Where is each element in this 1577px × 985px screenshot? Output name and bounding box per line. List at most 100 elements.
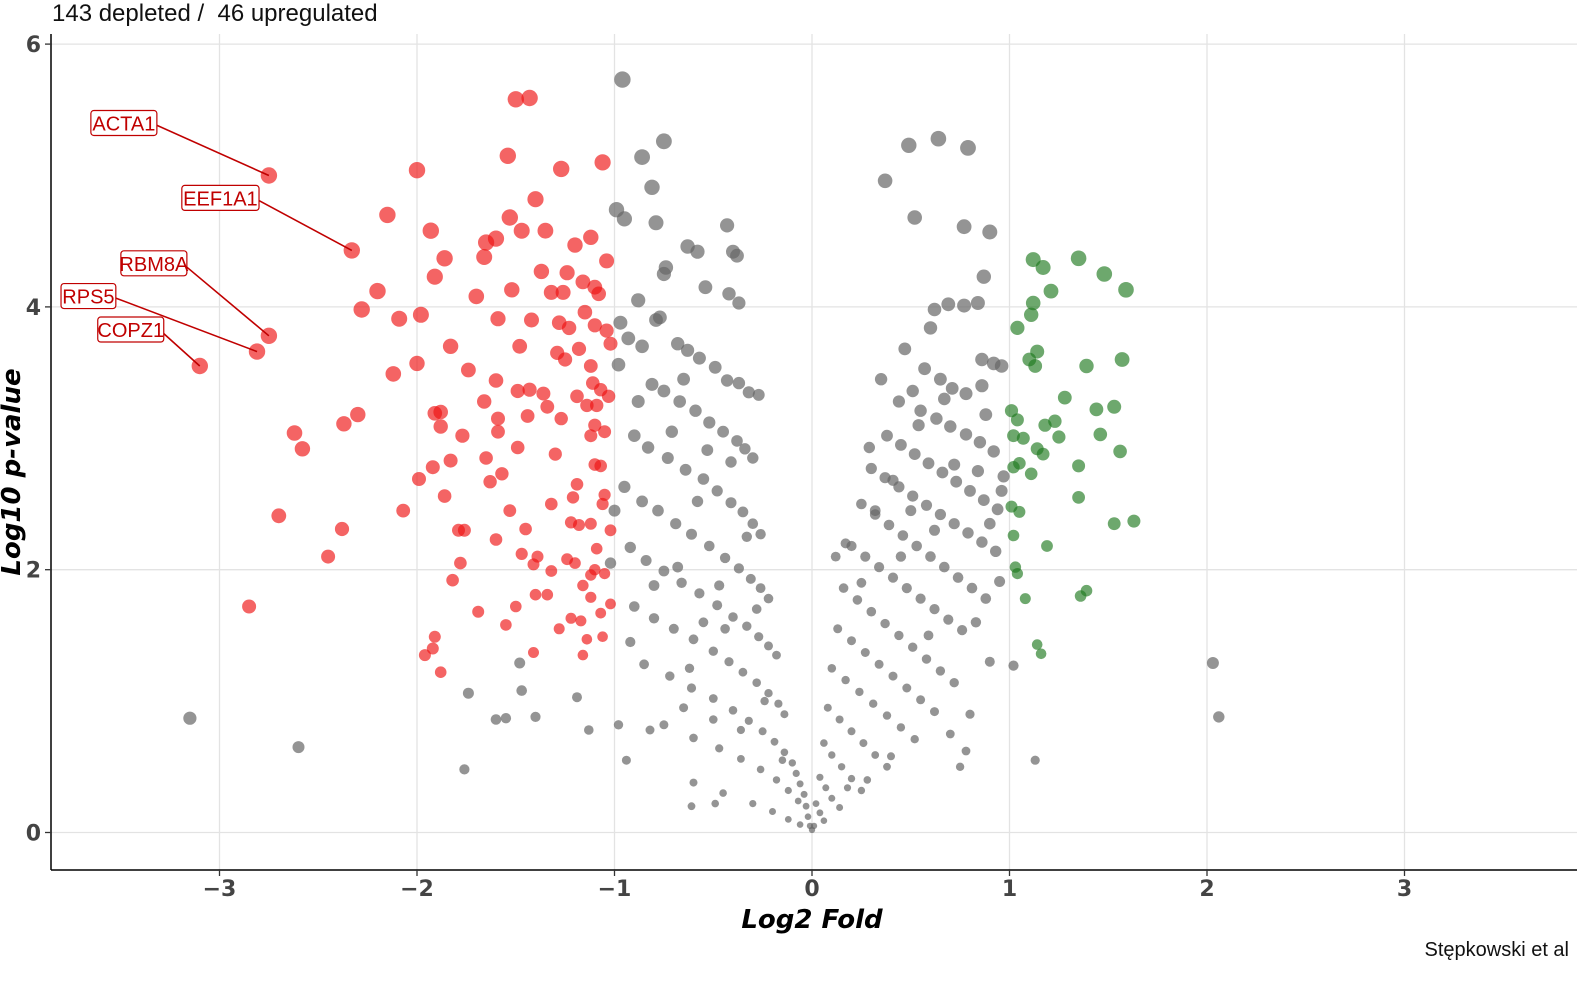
- point-depleted: [446, 573, 459, 587]
- point-not-significant: [652, 504, 664, 517]
- point-depleted: [601, 389, 616, 403]
- point-not-significant: [820, 817, 828, 824]
- point-not-significant: [584, 725, 594, 735]
- point-not-significant: [941, 297, 956, 312]
- point-not-significant: [725, 456, 737, 468]
- point-not-significant: [874, 373, 888, 386]
- point-depleted: [353, 301, 370, 318]
- point-not-significant: [645, 377, 659, 391]
- point-not-significant: [621, 331, 636, 346]
- gene-label-box: [120, 250, 188, 277]
- point-not-significant: [780, 710, 789, 719]
- point-not-significant: [770, 737, 779, 746]
- point-depleted: [527, 191, 544, 208]
- point-not-significant: [970, 296, 985, 310]
- point-depleted: [567, 237, 583, 253]
- point-not-significant: [659, 720, 669, 730]
- x-tick-label: 0: [804, 877, 819, 902]
- point-not-significant: [883, 519, 895, 531]
- point-not-significant: [292, 741, 305, 754]
- point-not-significant: [679, 703, 689, 713]
- point-not-significant: [1008, 660, 1019, 671]
- point-depleted: [321, 549, 336, 564]
- point-depleted: [478, 234, 495, 251]
- point-not-significant: [843, 784, 852, 792]
- point-not-significant: [863, 776, 872, 784]
- point-upregulated: [1041, 540, 1053, 552]
- data-points: [183, 71, 1225, 834]
- point-not-significant: [490, 714, 502, 725]
- point-depleted: [587, 318, 602, 333]
- x-tick-label: 1: [1002, 877, 1017, 902]
- point-depleted: [571, 341, 587, 356]
- point-not-significant: [649, 313, 663, 327]
- point-not-significant: [737, 506, 749, 518]
- point-depleted: [598, 425, 612, 439]
- point-not-significant: [772, 650, 781, 660]
- point-not-significant: [648, 580, 660, 591]
- point-not-significant: [679, 463, 692, 476]
- point-depleted: [385, 366, 402, 382]
- point-not-significant: [530, 711, 541, 723]
- point-depleted: [488, 373, 504, 388]
- point-not-significant: [927, 302, 942, 317]
- point-not-significant: [657, 384, 671, 398]
- point-depleted: [536, 386, 551, 401]
- point-not-significant: [856, 498, 867, 510]
- point-depleted: [537, 222, 554, 239]
- point-depleted: [561, 320, 577, 336]
- point-not-significant: [639, 659, 649, 670]
- point-not-significant: [881, 429, 893, 442]
- point-not-significant: [739, 443, 751, 455]
- point-not-significant: [613, 315, 628, 330]
- point-depleted: [504, 282, 520, 298]
- point-not-significant: [717, 425, 729, 438]
- point-not-significant: [930, 130, 947, 147]
- point-not-significant: [751, 604, 762, 614]
- point-not-significant: [923, 630, 934, 641]
- point-not-significant: [874, 659, 884, 669]
- point-depleted: [294, 441, 311, 457]
- point-not-significant: [852, 595, 863, 605]
- point-depleted: [580, 398, 594, 413]
- point-not-significant: [760, 696, 769, 706]
- point-not-significant: [835, 715, 844, 724]
- point-not-significant: [820, 739, 828, 747]
- point-not-significant: [959, 387, 973, 401]
- point-not-significant: [741, 531, 752, 542]
- point-not-significant: [709, 715, 718, 724]
- point-not-significant: [847, 774, 856, 783]
- point-upregulated: [1107, 517, 1121, 531]
- point-not-significant: [636, 495, 648, 508]
- point-not-significant: [948, 458, 961, 471]
- point-not-significant: [689, 404, 702, 417]
- point-not-significant: [930, 707, 939, 717]
- point-depleted: [350, 406, 366, 423]
- point-not-significant: [883, 762, 891, 771]
- point-not-significant: [794, 797, 802, 805]
- point-not-significant: [656, 133, 672, 150]
- point-not-significant: [907, 210, 922, 225]
- point-depleted: [433, 404, 449, 420]
- point-not-significant: [962, 527, 974, 539]
- point-upregulated: [1035, 648, 1047, 660]
- point-depleted: [369, 282, 386, 300]
- point-depleted: [468, 288, 485, 305]
- point-depleted: [558, 352, 573, 367]
- x-tick-label: 2: [1199, 877, 1214, 902]
- point-depleted: [436, 250, 453, 267]
- point-not-significant: [671, 337, 685, 351]
- point-not-significant: [698, 280, 713, 295]
- point-depleted: [434, 666, 447, 678]
- gene-label-box: [181, 184, 260, 211]
- point-not-significant: [1030, 755, 1040, 765]
- point-depleted: [540, 399, 555, 414]
- point-not-significant: [719, 789, 727, 797]
- point-upregulated: [1013, 505, 1026, 518]
- point-not-significant: [572, 692, 582, 703]
- point-upregulated: [1074, 590, 1087, 602]
- point-not-significant: [754, 632, 764, 642]
- point-depleted: [595, 607, 607, 619]
- point-not-significant: [681, 343, 695, 357]
- point-not-significant: [948, 518, 960, 530]
